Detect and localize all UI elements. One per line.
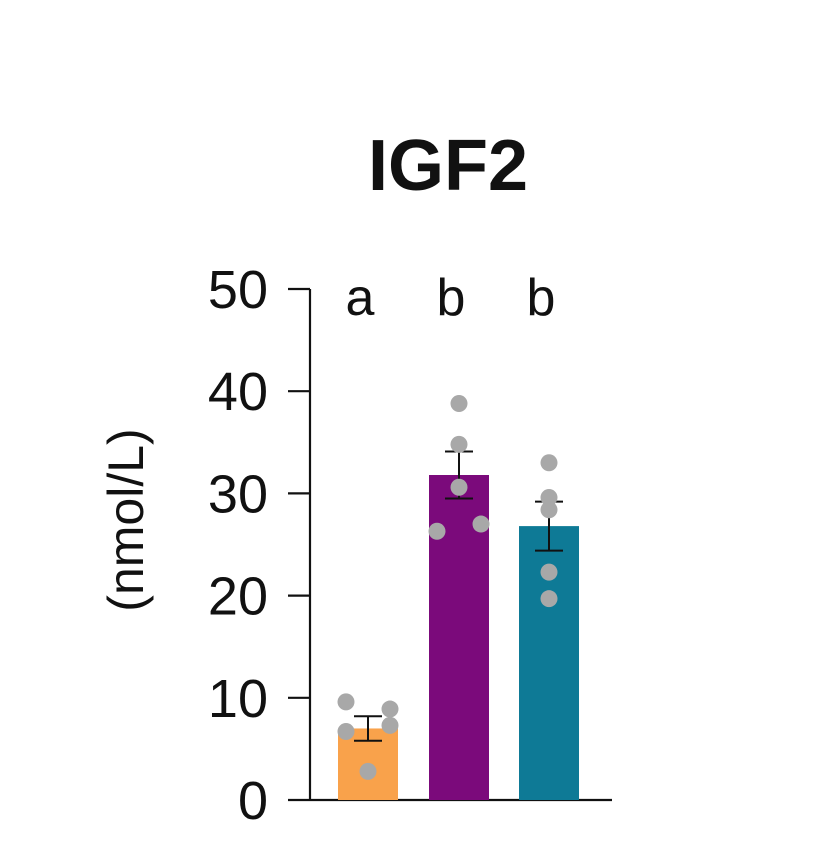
data-point: [540, 501, 558, 519]
significance-label: b: [437, 269, 466, 327]
y-tick-label: 20: [208, 567, 268, 627]
data-point: [337, 693, 355, 711]
data-point: [428, 522, 446, 540]
bars: [338, 475, 579, 800]
y-axis-label: (nmol/L): [98, 428, 154, 611]
data-point: [381, 700, 399, 718]
data-point: [359, 762, 377, 780]
y-tick-label: 50: [208, 260, 268, 320]
data-point: [450, 435, 468, 453]
data-point: [540, 590, 558, 608]
data-point: [540, 488, 558, 506]
significance-label: b: [527, 269, 556, 327]
data-point: [450, 394, 468, 412]
significance-label: a: [346, 269, 375, 327]
data-points: [337, 394, 558, 780]
data-point: [450, 478, 468, 496]
y-tick-label: 0: [238, 771, 268, 831]
axes: 0 10 20 30 40 50: [208, 260, 612, 831]
data-point: [540, 454, 558, 472]
data-point: [472, 515, 490, 533]
chart-title: IGF2: [368, 126, 528, 206]
data-point: [337, 723, 355, 741]
y-tick-label: 30: [208, 464, 268, 524]
data-point: [540, 563, 558, 581]
y-tick-label: 10: [208, 669, 268, 729]
y-tick-label: 40: [208, 362, 268, 422]
data-point: [381, 716, 399, 734]
